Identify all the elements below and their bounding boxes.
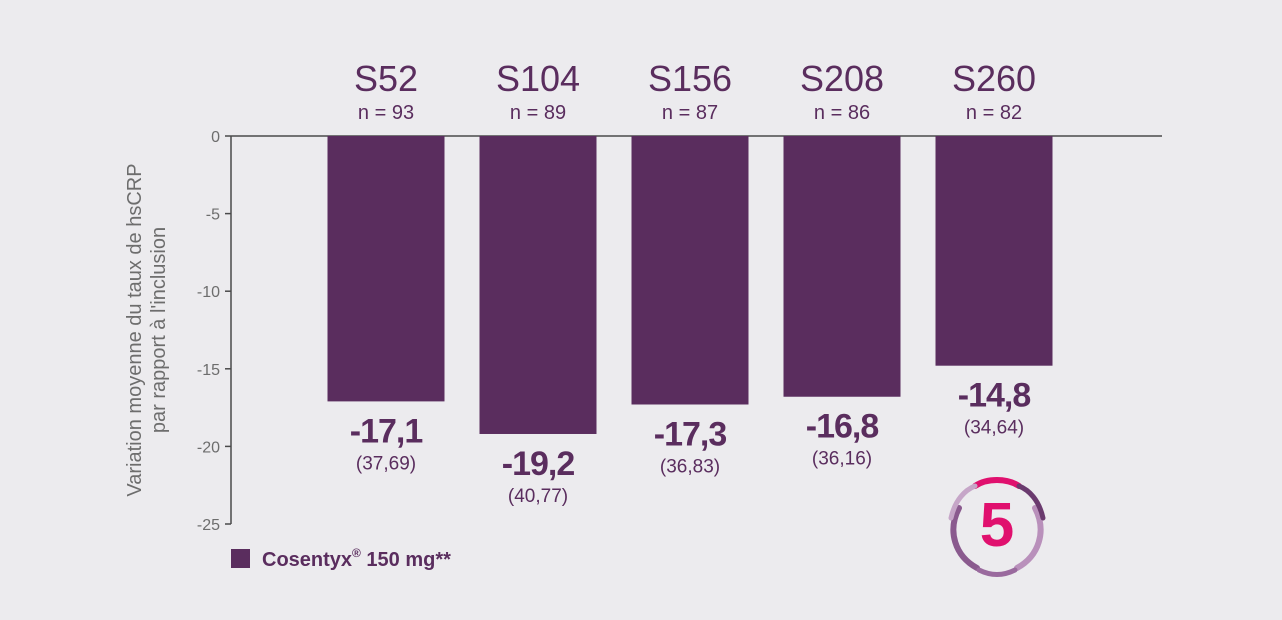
bar: [935, 136, 1053, 366]
category-label: S260: [952, 58, 1036, 99]
category-label: S156: [648, 58, 732, 99]
n-count-label: n = 89: [510, 102, 566, 124]
category-label: S104: [496, 58, 580, 99]
y-tick-label: -5: [206, 207, 220, 224]
ci-label: (34,64): [964, 418, 1024, 439]
value-label: -17,3: [654, 415, 727, 453]
y-axis-label-line1: Variation moyenne du taux de hsCRP: [124, 163, 146, 496]
legend: Cosentyx® 150 mg**: [231, 546, 451, 571]
five-year-badge-icon: 5: [948, 477, 1046, 577]
y-tick-label: -20: [197, 439, 220, 456]
value-label: -17,1: [350, 412, 423, 450]
value-label: -19,2: [502, 445, 575, 483]
bars: [327, 136, 1053, 434]
category-label: S208: [800, 58, 884, 99]
ci-label: (36,83): [660, 456, 720, 477]
y-tick-label: -15: [197, 362, 220, 379]
labels: S52 n = 93 -17,1 (37,69) S104 n = 89 -19,2 (40,…: [350, 58, 1036, 507]
y-axis-label-line2: par rapport à l'inclusion: [148, 227, 170, 433]
bar: [479, 136, 597, 434]
legend-swatch: [231, 549, 250, 568]
y-tick-label: -25: [197, 517, 220, 534]
badge-number: 5: [980, 491, 1014, 560]
legend-label-rest: 150 mg**: [361, 549, 451, 571]
bar: [783, 136, 901, 397]
ci-label: (40,77): [508, 486, 568, 507]
legend-label: Cosentyx® 150 mg**: [262, 546, 451, 571]
ci-label: (37,69): [356, 453, 416, 474]
bar: [327, 136, 445, 402]
n-count-label: n = 93: [358, 102, 414, 124]
legend-label-sup: ®: [352, 546, 361, 560]
value-label: -16,8: [806, 408, 879, 446]
y-tick-label: 0: [211, 129, 220, 146]
n-count-label: n = 86: [814, 102, 870, 124]
bar: [631, 136, 749, 405]
ci-label: (36,16): [812, 449, 872, 470]
y-tick-label: -10: [197, 284, 220, 301]
y-axis-title: Variation moyenne du taux de hsCRP par r…: [124, 163, 170, 496]
legend-label-main: Cosentyx: [262, 549, 352, 571]
n-count-label: n = 87: [662, 102, 718, 124]
value-label: -14,8: [958, 377, 1031, 415]
category-label: S52: [354, 58, 418, 99]
n-count-label: n = 82: [966, 102, 1022, 124]
